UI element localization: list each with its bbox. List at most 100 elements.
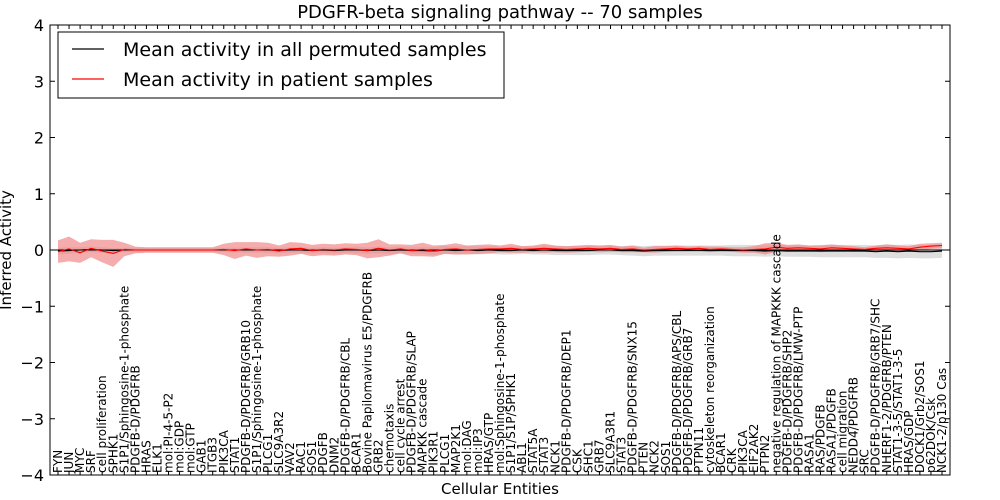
- category-label: PDGFB-D/PDGFRB/APS/CBL: [670, 310, 684, 473]
- y-tick-label: 2: [34, 129, 44, 148]
- category-label: negative regulation of MAPKKK cascade: [769, 234, 783, 473]
- category-label: SLC9A3R2: [272, 411, 286, 473]
- category-label: S1P1/S1P/SPHK1: [504, 373, 518, 473]
- y-tick-label: 4: [34, 16, 44, 35]
- category-label: PTPN2: [758, 435, 772, 473]
- category-label: PDGFB-D/PDGFRB/DEP1: [559, 329, 573, 473]
- y-tick-label: 1: [34, 185, 44, 204]
- category-label: CSK: [570, 448, 584, 473]
- category-label: HRAS: [139, 440, 153, 473]
- category-label: PDGFB-D/PDGFRB/SLAP: [405, 331, 419, 473]
- y-tick-label: 0: [34, 241, 44, 260]
- category-label: chemotaxis: [383, 404, 397, 473]
- category-label: PDGFB-D/PDGFRB/GRB7/SHC: [869, 299, 883, 473]
- category-label: NEDD4/PDGFRB: [847, 377, 861, 473]
- category-label: PLCG1: [261, 434, 275, 473]
- y-tick-label: −3: [20, 410, 44, 429]
- category-label: MAP2K1: [449, 424, 463, 473]
- category-label: NCK2: [648, 440, 662, 473]
- category-label: NCK1-2/p130 Cas: [935, 368, 949, 473]
- category-label: GRB7: [593, 439, 607, 473]
- category-label: PDGFB-D/PDGFRB/GRB7: [681, 328, 695, 473]
- category-label: VAV2: [283, 442, 297, 473]
- category-label: NCK1: [548, 440, 562, 473]
- series-line-patient: [57, 244, 943, 254]
- x-axis-label: Cellular Entities: [441, 480, 559, 498]
- category-label: mol:IP3: [471, 428, 485, 473]
- legend-box: [57, 31, 505, 99]
- category-label: SPHK1: [106, 434, 120, 473]
- category-label: GRB2: [372, 439, 386, 473]
- category-label: cytoskeleton reorganization: [703, 306, 717, 473]
- category-label: PLCG1: [438, 434, 452, 473]
- category-label: cell proliferation: [95, 375, 109, 473]
- category-label: DOCK1/Grb2/SOS1: [913, 361, 927, 473]
- category-label: HRAS/GDP: [902, 410, 916, 473]
- category-label: Bovine Papilomavirus E5/PDGFRB: [360, 272, 374, 473]
- legend: Mean activity in all permuted samples Me…: [57, 31, 505, 99]
- category-label: PTPN11: [692, 427, 706, 473]
- category-label: PIK3CA: [217, 429, 231, 473]
- category-label: MAPKK cascade: [416, 378, 430, 473]
- category-label: ELK1: [150, 443, 164, 473]
- category-label: p62DOK/Csk: [924, 398, 938, 473]
- category-label: PIK3R1: [427, 431, 441, 473]
- category-label: STAT3: [537, 437, 551, 473]
- category-label: SLC9A3R1: [604, 411, 618, 473]
- category-label: MYC: [73, 448, 87, 473]
- category-label: BCAR1: [349, 432, 363, 473]
- category-label: ABL1: [515, 442, 529, 473]
- category-label: SOS1: [659, 441, 673, 473]
- category-label: SRC: [858, 449, 872, 473]
- category-label: PDGFB-D/PDGFRB/GRB10: [239, 320, 253, 473]
- category-label: PDGFB: [316, 432, 330, 473]
- category-label: HRAS/GTP: [482, 413, 496, 473]
- category-label: NHERF1-2/PDGFRB/PTEN: [880, 324, 894, 473]
- category-label: PDGFB-D/PDGFRB/CBL: [338, 338, 352, 473]
- category-label: RAS/PDGFB: [814, 404, 828, 473]
- y-tick-label: −2: [20, 354, 44, 373]
- category-label: PIK3CA: [736, 429, 750, 473]
- category-label: SRF: [84, 450, 98, 473]
- category-label: BCAR1: [714, 432, 728, 473]
- category-label: cell migration: [836, 391, 850, 473]
- category-label: mol:Sphingosine-1-phosphate: [493, 294, 507, 474]
- category-label: STAT5A: [526, 428, 540, 473]
- category-label: mol:PI-4-5-P2: [162, 393, 176, 473]
- category-label: FYN: [51, 450, 65, 473]
- category-label: STAT3: [615, 437, 629, 473]
- category-label: RAC1: [294, 441, 308, 473]
- category-label: PDGFB-D/PDGFRB/SHP2: [780, 330, 794, 473]
- category-label: RASA1: [802, 433, 816, 473]
- category-label: SHC1: [581, 440, 595, 473]
- category-label: ITGB3: [206, 437, 220, 473]
- category-label: S1P1/Sphingosine-1-phosphate: [117, 286, 131, 473]
- y-tick-label: −1: [20, 297, 44, 316]
- category-label: PTEN: [637, 442, 651, 473]
- category-label: cell cycle arrest: [394, 378, 408, 473]
- category-label: mol:GDP: [173, 421, 187, 473]
- category-label: PDGFB-D/PDGFRB: [128, 365, 142, 473]
- category-label: PDGFB-D/PDGFRB/LMW-PTP: [791, 307, 805, 473]
- category-label: mol:DAG: [460, 420, 474, 473]
- y-axis: −4 −3 −2 −1 0 1 2 3 4: [20, 16, 950, 485]
- category-label: SOS1: [305, 441, 319, 473]
- category-label: DNM2: [327, 437, 341, 473]
- category-label: CRK: [725, 447, 739, 473]
- y-axis-label: Inferred Activity: [0, 190, 15, 310]
- category-label: GAB1: [195, 440, 209, 473]
- category-label: RASA1/PDGFB: [825, 388, 839, 473]
- category-label: PDGFB-D/PDGFRB/SNX15: [626, 321, 640, 473]
- series-band-patient: [58, 236, 942, 267]
- category-label: STAT1-3-5/STAT1-3-5: [891, 349, 905, 473]
- category-label: mol:GTP: [184, 423, 198, 473]
- y-tick-label: −4: [20, 466, 44, 485]
- legend-label-permuted: Mean activity in all permuted samples: [123, 39, 486, 61]
- category-label: STAT1: [228, 437, 242, 473]
- category-label: JUN: [62, 452, 76, 474]
- plot-area: [50, 236, 950, 267]
- chart-title: PDGFR-beta signaling pathway -- 70 sampl…: [297, 2, 703, 23]
- y-tick-label: 3: [34, 72, 44, 91]
